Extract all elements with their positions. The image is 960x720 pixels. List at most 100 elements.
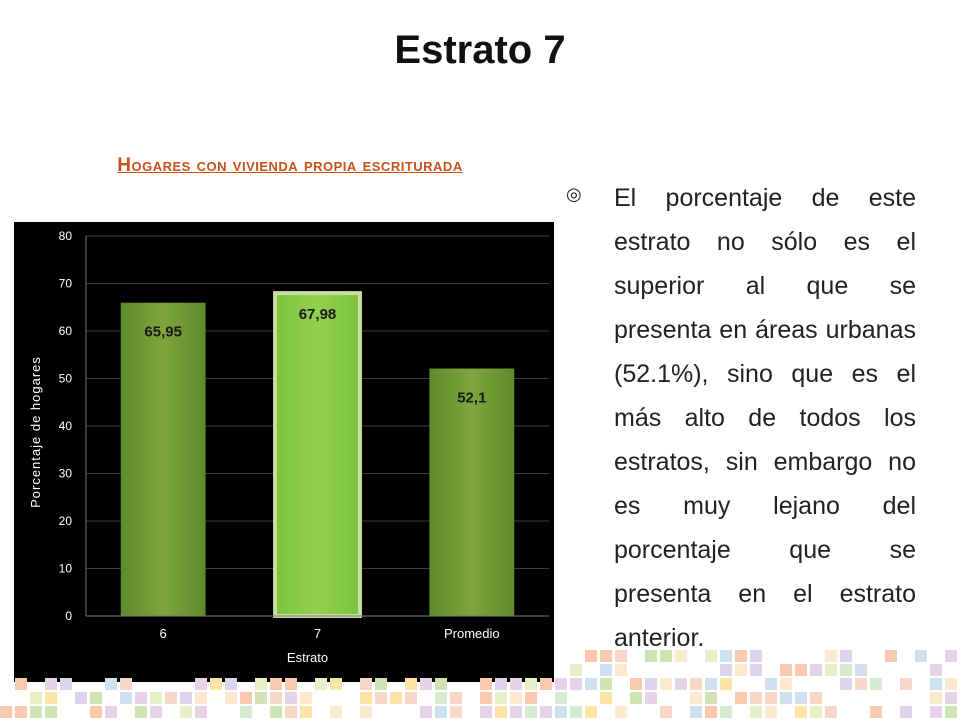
decor-square bbox=[630, 692, 642, 704]
decor-square bbox=[150, 706, 162, 718]
decor-square bbox=[780, 664, 792, 676]
decor-square bbox=[420, 678, 432, 690]
bullet-text: El porcentaje de este estrato no sólo es… bbox=[614, 184, 916, 652]
decor-square bbox=[600, 692, 612, 704]
decor-square bbox=[255, 678, 267, 690]
decor-square bbox=[705, 692, 717, 704]
decor-square bbox=[435, 678, 447, 690]
decor-square bbox=[315, 678, 327, 690]
x-tick-label: 6 bbox=[160, 626, 167, 641]
decor-square bbox=[330, 706, 342, 718]
decor-square bbox=[375, 692, 387, 704]
decor-square bbox=[135, 692, 147, 704]
decor-square bbox=[240, 692, 252, 704]
decor-square bbox=[90, 692, 102, 704]
decor-square bbox=[105, 706, 117, 718]
decor-square bbox=[525, 692, 537, 704]
decor-square bbox=[285, 706, 297, 718]
decor-square bbox=[645, 692, 657, 704]
decor-square bbox=[615, 664, 627, 676]
y-tick-label: 10 bbox=[59, 562, 73, 576]
decor-square bbox=[750, 706, 762, 718]
decor-square bbox=[540, 706, 552, 718]
decor-square bbox=[180, 692, 192, 704]
decor-square bbox=[195, 692, 207, 704]
x-axis-label: Estrato bbox=[287, 650, 328, 665]
decor-square bbox=[600, 678, 612, 690]
decor-square bbox=[825, 706, 837, 718]
decor-square bbox=[705, 678, 717, 690]
decor-square bbox=[30, 692, 42, 704]
decor-square bbox=[945, 678, 957, 690]
decor-square bbox=[240, 706, 252, 718]
decor-square bbox=[330, 678, 342, 690]
decor-square bbox=[720, 706, 732, 718]
x-tick-label: Promedio bbox=[444, 626, 500, 641]
decor-square bbox=[735, 692, 747, 704]
decor-square bbox=[690, 706, 702, 718]
decor-square bbox=[360, 678, 372, 690]
x-tick-label: 7 bbox=[314, 626, 321, 641]
decor-square bbox=[930, 678, 942, 690]
decor-square bbox=[660, 678, 672, 690]
decor-square bbox=[480, 678, 492, 690]
decor-square bbox=[480, 692, 492, 704]
decor-square bbox=[855, 664, 867, 676]
decor-square bbox=[660, 706, 672, 718]
decor-square bbox=[795, 692, 807, 704]
decor-square bbox=[705, 650, 717, 662]
decor-square bbox=[225, 678, 237, 690]
bar-6 bbox=[120, 302, 206, 616]
decor-square bbox=[600, 650, 612, 662]
decor-square bbox=[810, 692, 822, 704]
data-label: 52,1 bbox=[457, 390, 486, 407]
bullet-point: ◎ El porcentaje de este estrato no sólo … bbox=[566, 176, 916, 660]
decor-square bbox=[420, 706, 432, 718]
decor-square bbox=[705, 706, 717, 718]
decor-square bbox=[120, 678, 132, 690]
decor-square bbox=[855, 678, 867, 690]
decor-square bbox=[195, 706, 207, 718]
decor-square bbox=[105, 678, 117, 690]
bars bbox=[120, 291, 515, 618]
decor-square bbox=[780, 692, 792, 704]
decor-square bbox=[750, 692, 762, 704]
decor-square bbox=[570, 706, 582, 718]
decor-square bbox=[660, 650, 672, 662]
circle-bullet-icon: ◎ bbox=[566, 184, 582, 205]
decor-square bbox=[870, 678, 882, 690]
decor-square bbox=[645, 678, 657, 690]
decor-square bbox=[810, 664, 822, 676]
decor-square bbox=[930, 692, 942, 704]
y-tick-label: 30 bbox=[59, 467, 73, 481]
decor-square bbox=[795, 706, 807, 718]
decor-square bbox=[615, 650, 627, 662]
decor-square bbox=[675, 678, 687, 690]
decor-square bbox=[720, 650, 732, 662]
decor-square bbox=[120, 692, 132, 704]
decor-square bbox=[645, 650, 657, 662]
decor-square bbox=[615, 706, 627, 718]
decor-square bbox=[825, 650, 837, 662]
decor-square bbox=[870, 706, 882, 718]
decor-square bbox=[210, 678, 222, 690]
decor-square bbox=[555, 706, 567, 718]
decor-square bbox=[495, 706, 507, 718]
decor-square bbox=[585, 678, 597, 690]
decor-square bbox=[15, 706, 27, 718]
decor-square bbox=[915, 650, 927, 662]
y-tick-label: 60 bbox=[59, 324, 73, 338]
decor-square bbox=[360, 706, 372, 718]
decor-square bbox=[390, 692, 402, 704]
decor-square bbox=[15, 678, 27, 690]
decor-square bbox=[570, 678, 582, 690]
decor-square bbox=[945, 706, 957, 718]
decorative-squares bbox=[0, 650, 957, 718]
chart-title: Hogares con vivienda propia escriturada bbox=[117, 155, 463, 176]
decor-square bbox=[300, 692, 312, 704]
decor-square bbox=[840, 664, 852, 676]
decor-square bbox=[510, 706, 522, 718]
decor-square bbox=[270, 692, 282, 704]
decor-square bbox=[750, 650, 762, 662]
decor-square bbox=[720, 664, 732, 676]
